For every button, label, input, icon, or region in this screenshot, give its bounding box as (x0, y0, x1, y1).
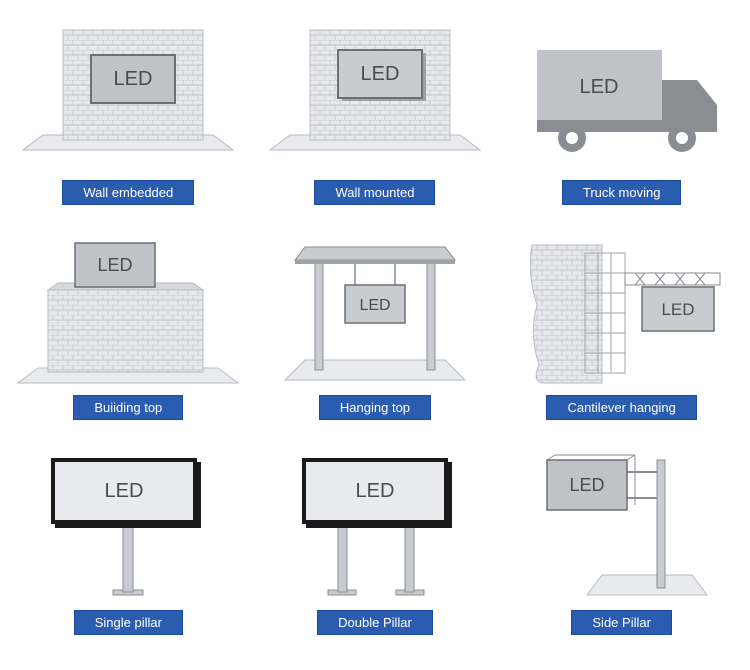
label-double-pillar: Double Pillar (317, 610, 433, 635)
svg-text:LED: LED (661, 300, 694, 319)
truck-moving-icon: LED (507, 20, 737, 170)
cell-double-pillar: LED Double Pillar (257, 450, 494, 635)
label-truck-moving: Truck moving (562, 180, 682, 205)
label-single-pillar: Single pillar (74, 610, 183, 635)
cell-truck-moving: LED Truck moving (503, 20, 740, 205)
svg-text:LED: LED (105, 480, 144, 502)
svg-text:LED: LED (98, 255, 133, 275)
cell-single-pillar: LED Single pillar (10, 450, 247, 635)
single-pillar-icon: LED (13, 450, 243, 600)
double-pillar-icon: LED (260, 450, 490, 600)
cell-wall-embedded: LED Wall embedded (10, 20, 247, 205)
scene-truck-moving: LED (507, 20, 737, 170)
hanging-top-icon: LED (260, 235, 490, 385)
diagram-grid: LED Wall embedded LED Wall mounted (10, 20, 740, 635)
svg-text:LED: LED (114, 68, 153, 90)
wall-mounted-icon: LED (260, 20, 490, 170)
label-cantilever-hanging: Cantilever hanging (546, 395, 696, 420)
svg-text:LED: LED (361, 63, 400, 85)
wall-embedded-icon: LED (13, 20, 243, 170)
scene-side-pillar: LED (507, 450, 737, 600)
label-building-top: Buiiding top (73, 395, 183, 420)
scene-double-pillar: LED (260, 450, 490, 600)
building-top-icon: LED (13, 235, 243, 385)
scene-hanging-top: LED (260, 235, 490, 385)
label-side-pillar: Side Pillar (571, 610, 672, 635)
cell-building-top: LED Buiiding top (10, 235, 247, 420)
svg-text:LED: LED (359, 297, 390, 314)
side-pillar-icon: LED (507, 450, 737, 600)
cell-wall-mounted: LED Wall mounted (257, 20, 494, 205)
svg-text:LED: LED (356, 480, 395, 502)
svg-text:LED: LED (569, 475, 604, 495)
scene-wall-mounted: LED (260, 20, 490, 170)
cantilever-hanging-icon: LED (507, 235, 737, 385)
cell-side-pillar: LED Side Pillar (503, 450, 740, 635)
cell-cantilever-hanging: LED Cantilever hanging (503, 235, 740, 420)
svg-text:LED: LED (579, 76, 618, 98)
scene-cantilever-hanging: LED (507, 235, 737, 385)
scene-wall-embedded: LED (13, 20, 243, 170)
label-hanging-top: Hanging top (319, 395, 431, 420)
label-wall-embedded: Wall embedded (62, 180, 194, 205)
cell-hanging-top: LED Hanging top (257, 235, 494, 420)
scene-single-pillar: LED (13, 450, 243, 600)
label-wall-mounted: Wall mounted (314, 180, 435, 205)
scene-building-top: LED (13, 235, 243, 385)
